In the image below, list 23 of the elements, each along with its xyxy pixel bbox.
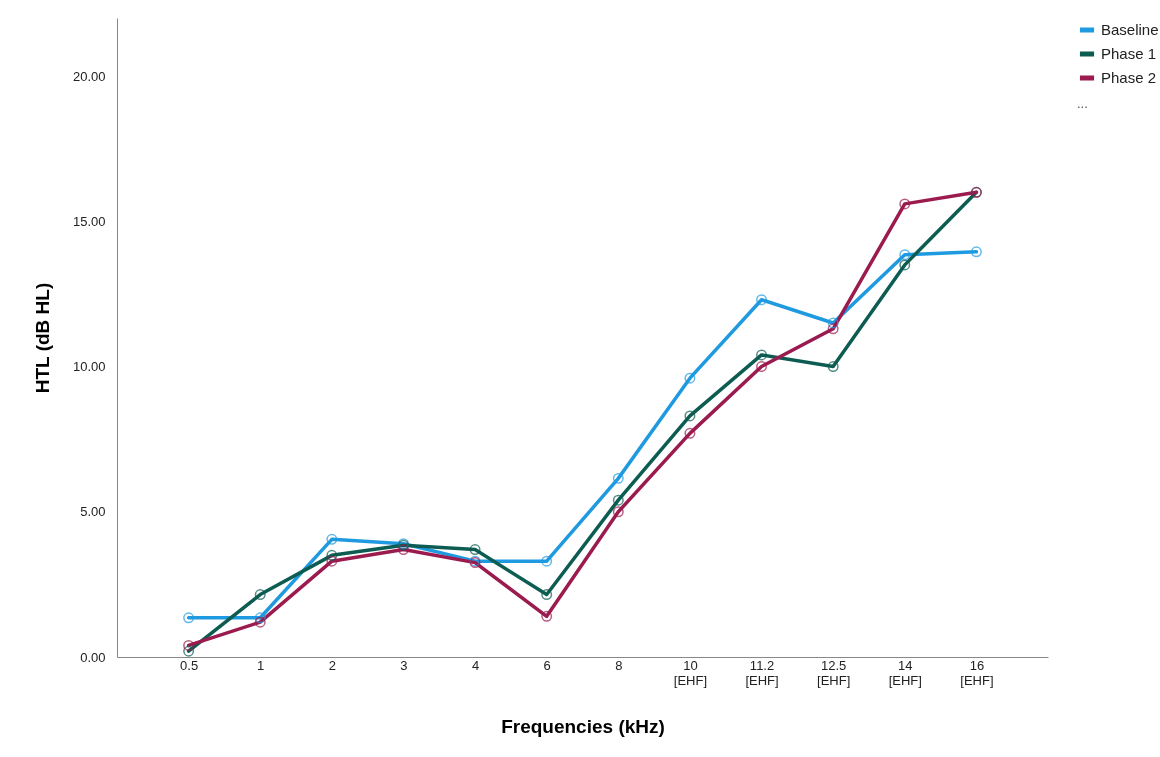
x-tick-label: 2 (328, 657, 336, 673)
x-tick-label: 14 [EHF] (888, 657, 922, 688)
x-tick-label: 4 (471, 657, 480, 673)
y-tick-label: 5.00 (80, 504, 106, 520)
x-axis-title: Frequencies (kHz) (501, 715, 665, 737)
legend-label: Phase 2 (1101, 69, 1157, 86)
x-tick-label: 11.2 [EHF] (745, 657, 779, 688)
x-tick-label: 8 (615, 657, 623, 673)
x-tick-label: 6 (543, 657, 551, 673)
y-tick-label: 0.00 (80, 649, 106, 665)
y-tick-label: 15.00 (72, 213, 106, 229)
x-tick-label: 10 [EHF] (673, 657, 708, 688)
text: ... (1077, 96, 1088, 111)
y-tick-label: 20.00 (72, 68, 106, 84)
y-axis-title: HTL (dB HL) (31, 282, 53, 394)
x-tick-label: 1 (257, 657, 265, 673)
legend-label: Baseline (1101, 21, 1159, 38)
x-tick-label: 12.5 [EHF] (817, 657, 851, 688)
x-tick-label: 16 [EHF] (960, 657, 994, 688)
x-tick-label: 3 (400, 657, 408, 673)
legend-label: Phase 1 (1101, 45, 1157, 62)
y-tick-label: 10.00 (72, 359, 106, 375)
x-tick-label: 0.5 (180, 657, 199, 673)
